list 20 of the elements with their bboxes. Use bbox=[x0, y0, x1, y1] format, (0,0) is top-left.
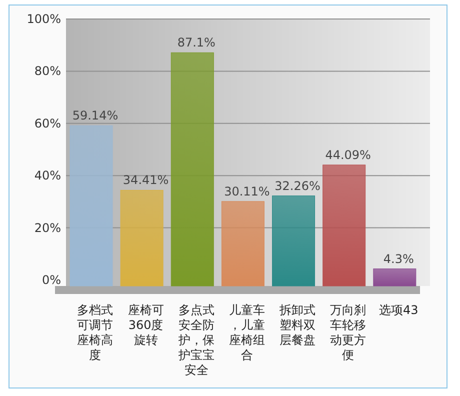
data-label: 32.26% bbox=[274, 178, 320, 193]
data-label: 4.3% bbox=[383, 252, 414, 266]
x-tick-label: 多点式安全防护，保护宝宝安全 bbox=[177, 303, 214, 377]
y-tick-label: 20% bbox=[34, 220, 61, 235]
x-tick-label: 多档式可调节座椅高度 bbox=[77, 303, 114, 362]
data-label: 87.1% bbox=[177, 36, 216, 50]
data-label: 34.41% bbox=[122, 173, 169, 188]
y-tick-label: 60% bbox=[34, 116, 61, 130]
x-tick-label: 选项43 bbox=[379, 303, 418, 317]
data-label: 30.11% bbox=[224, 184, 270, 198]
x-tick-label: 拆卸式塑料双层餐盘 bbox=[278, 303, 316, 347]
y-tick-label: 100% bbox=[26, 12, 61, 26]
x-tick-label: 儿童车，儿童座椅组合 bbox=[228, 303, 265, 362]
x-tick-label: 万向刹车轮移动更方便 bbox=[330, 303, 366, 362]
y-tick-label: 80% bbox=[34, 64, 61, 78]
y-tick-label: 40% bbox=[34, 168, 61, 183]
data-label: 44.09% bbox=[325, 148, 371, 162]
x-tick-label: 座椅可360度旋转 bbox=[128, 303, 164, 347]
y-tick-label: 0% bbox=[42, 273, 61, 287]
data-label: 59.14% bbox=[72, 108, 118, 123]
